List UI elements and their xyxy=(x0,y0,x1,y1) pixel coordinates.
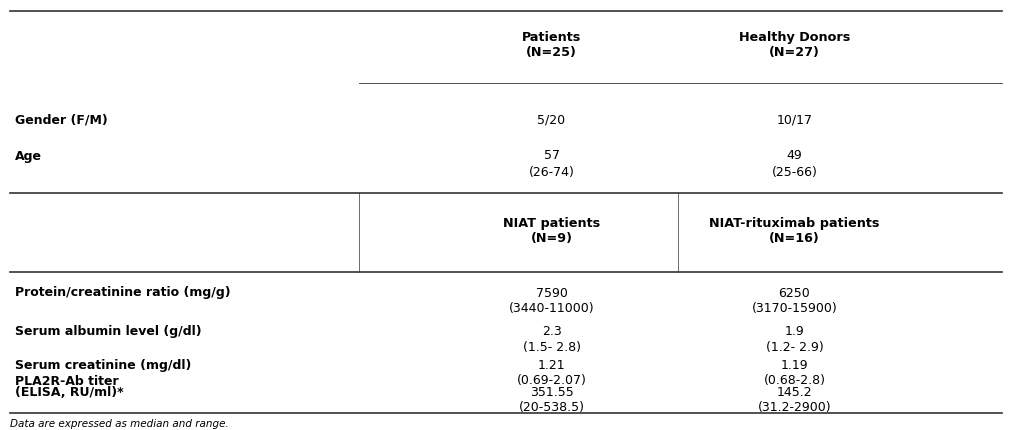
Text: 7590: 7590 xyxy=(535,287,567,300)
Text: (0.69-2.07): (0.69-2.07) xyxy=(516,374,586,387)
Text: Patients
(N=25): Patients (N=25) xyxy=(522,31,580,59)
Text: PLA2R-Ab titer: PLA2R-Ab titer xyxy=(15,375,118,388)
Text: 145.2: 145.2 xyxy=(775,386,812,399)
Text: (20-538.5): (20-538.5) xyxy=(518,401,584,414)
Text: Serum creatinine (mg/dl): Serum creatinine (mg/dl) xyxy=(15,359,191,372)
Text: NIAT patients
(N=9): NIAT patients (N=9) xyxy=(502,217,600,246)
Text: (3440-11000): (3440-11000) xyxy=(509,302,593,315)
Text: (26-74): (26-74) xyxy=(528,166,574,179)
Text: Serum albumin level (g/dl): Serum albumin level (g/dl) xyxy=(15,326,201,338)
Text: NIAT-rituximab patients
(N=16): NIAT-rituximab patients (N=16) xyxy=(709,217,879,246)
Text: Healthy Donors
(N=27): Healthy Donors (N=27) xyxy=(738,31,849,59)
Text: 2.3: 2.3 xyxy=(541,326,561,338)
Text: Gender (F/M): Gender (F/M) xyxy=(15,113,108,126)
Text: Age: Age xyxy=(15,150,42,163)
Text: 1.9: 1.9 xyxy=(784,326,804,338)
Text: 1.21: 1.21 xyxy=(537,359,565,372)
Text: 1.19: 1.19 xyxy=(779,359,808,372)
Text: 57: 57 xyxy=(543,149,559,162)
Text: Protein/creatinine ratio (mg/g): Protein/creatinine ratio (mg/g) xyxy=(15,286,231,299)
Text: 351.55: 351.55 xyxy=(529,386,573,399)
Text: (1.2- 2.9): (1.2- 2.9) xyxy=(764,341,823,353)
Text: Data are expressed as median and range.: Data are expressed as median and range. xyxy=(10,419,228,429)
Text: (ELISA, RU/ml)*: (ELISA, RU/ml)* xyxy=(15,386,123,399)
Text: 5/20: 5/20 xyxy=(537,113,565,126)
Text: (0.68-2.8): (0.68-2.8) xyxy=(762,374,825,387)
Text: 6250: 6250 xyxy=(777,287,810,300)
Text: 10/17: 10/17 xyxy=(775,113,812,126)
Text: 49: 49 xyxy=(786,149,802,162)
Text: (25-66): (25-66) xyxy=(770,166,817,179)
Text: (3170-15900): (3170-15900) xyxy=(751,302,836,315)
Text: (1.5- 2.8): (1.5- 2.8) xyxy=(522,341,580,353)
Text: (31.2-2900): (31.2-2900) xyxy=(757,401,830,414)
